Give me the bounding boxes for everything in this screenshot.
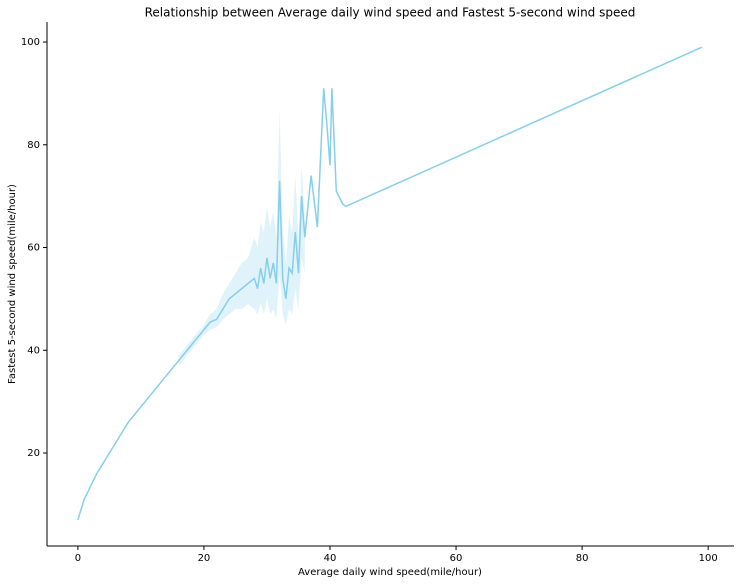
confidence-band [178, 108, 305, 366]
x-tick-label: 0 [75, 553, 81, 564]
x-tick-label: 100 [699, 553, 718, 564]
y-tick-label: 100 [21, 37, 40, 48]
y-tick-label: 20 [27, 448, 40, 459]
x-tick-label: 40 [324, 553, 337, 564]
y-axis-label: Fastest 5-second wind speed(mile/hour) [7, 184, 18, 384]
x-tick-label: 80 [576, 553, 589, 564]
line [77, 46, 703, 521]
x-tick-label: 20 [198, 553, 211, 564]
chart-title: Relationship between Average daily wind … [145, 6, 636, 20]
x-axis-label: Average daily wind speed(mile/hour) [298, 567, 482, 578]
y-tick-label: 60 [27, 243, 40, 254]
y-tick-label: 40 [27, 345, 40, 356]
x-tick-label: 60 [450, 553, 463, 564]
y-tick-label: 80 [27, 140, 40, 151]
